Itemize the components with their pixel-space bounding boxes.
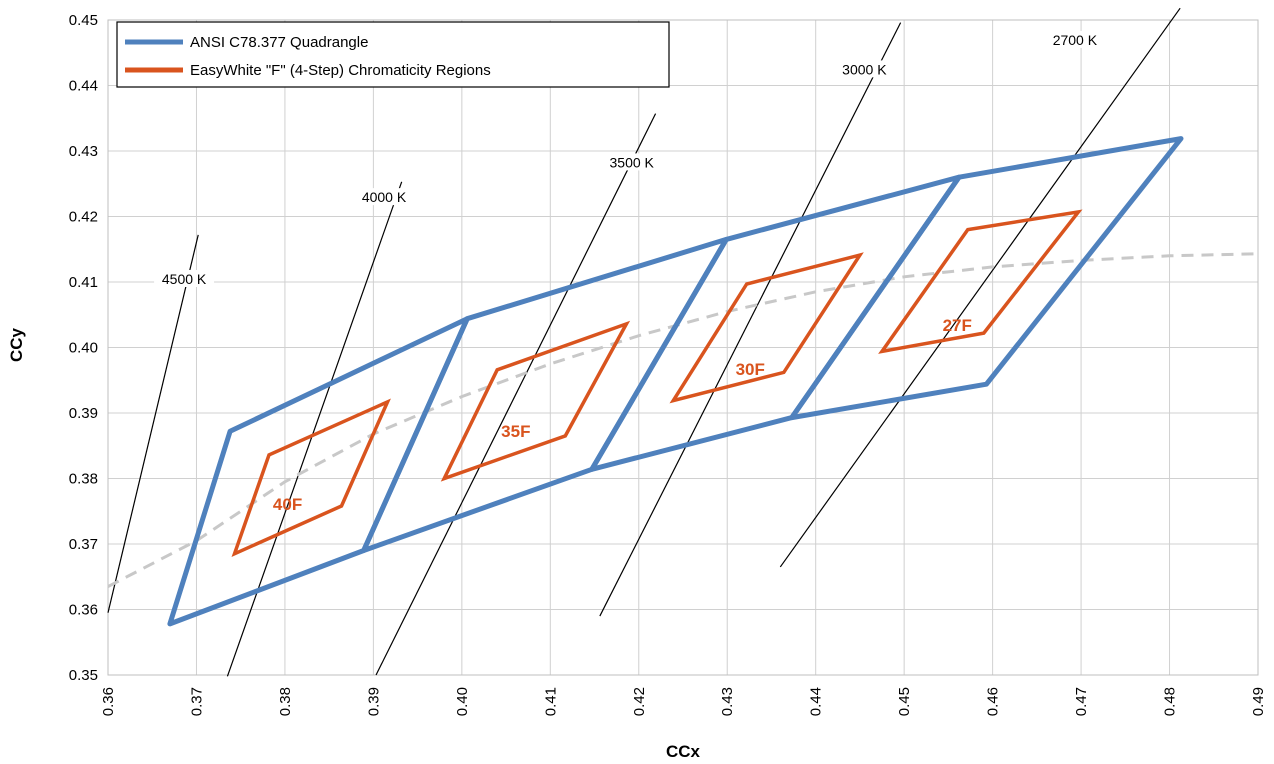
legend-label-ansi: ANSI C78.377 Quadrangle — [190, 34, 368, 51]
x-tick-label: 0.46 — [985, 687, 1002, 716]
isotherm-label: 4000 K — [362, 189, 407, 205]
x-tick-label: 0.49 — [1250, 687, 1267, 716]
x-tick-label: 0.43 — [719, 687, 736, 716]
x-tick-label: 0.45 — [896, 687, 913, 716]
y-tick-label: 0.45 — [69, 12, 98, 29]
isotherm-label: 2700 K — [1053, 32, 1098, 48]
x-axis-title: CCx — [666, 742, 701, 761]
isotherm-label-bg — [834, 60, 895, 78]
legend: ANSI C78.377 Quadrangle EasyWhite "F" (4… — [116, 21, 670, 88]
isotherm-label: 3000 K — [842, 61, 887, 77]
planckian-locus — [107, 252, 1259, 588]
easywhite-regions: 40F 35F 30F 27F — [231, 209, 1083, 558]
isotherm-line — [107, 234, 199, 613]
easywhite-region — [669, 252, 864, 404]
isotherm-label-bg — [154, 270, 215, 287]
grid — [107, 19, 1259, 676]
region-label: 40F — [273, 495, 302, 514]
x-tick-label: 0.38 — [277, 687, 294, 716]
ansi-quadrangles — [167, 136, 1184, 627]
y-tick-label: 0.39 — [69, 405, 98, 422]
x-tick-label: 0.36 — [100, 687, 117, 716]
x-tick-label: 0.47 — [1073, 687, 1090, 716]
easywhite-region — [231, 398, 391, 558]
y-tick-labels: 0.35 0.36 0.37 0.38 0.39 0.40 0.41 0.42 0.43 0.44… — [69, 12, 98, 684]
isotherm-label-bg — [354, 188, 414, 206]
region-label: 30F — [736, 360, 765, 379]
x-tick-label: 0.39 — [365, 687, 382, 716]
isotherm-lines: 4500 K 4000 K 3500 K 3000 K 2700 K — [107, 7, 1181, 677]
isotherm-line — [779, 7, 1181, 568]
planckian-curve — [107, 252, 1259, 588]
y-tick-label: 0.38 — [69, 471, 98, 488]
y-axis-title: CCy — [7, 327, 26, 362]
isotherm-label-bg — [1044, 30, 1105, 48]
x-tick-label: 0.40 — [454, 687, 471, 716]
y-tick-label: 0.41 — [69, 274, 98, 291]
region-label: 27F — [943, 316, 972, 335]
isotherm-line — [226, 181, 403, 677]
easywhite-region — [878, 209, 1083, 354]
y-tick-label: 0.42 — [69, 209, 98, 226]
legend-label-easywhite: EasyWhite "F" (4-Step) Chromaticity Regi… — [190, 62, 491, 79]
plot-area-border — [107, 19, 1259, 676]
isotherm-label-bg — [601, 153, 662, 171]
ansi-quadrangle — [167, 316, 470, 627]
y-tick-label: 0.43 — [69, 143, 98, 160]
easywhite-region — [440, 320, 631, 482]
isotherm-label: 4500 K — [162, 271, 207, 287]
x-tick-label: 0.37 — [188, 687, 205, 716]
ansi-quadrangle — [361, 236, 729, 553]
x-tick-label: 0.44 — [808, 687, 825, 716]
ansi-quadrangle — [789, 136, 1184, 421]
x-tick-labels: 0.36 0.37 0.38 0.39 0.40 0.41 0.42 0.43 0.44 0.45… — [100, 687, 1267, 716]
y-tick-label: 0.35 — [69, 667, 98, 684]
region-label: 35F — [501, 422, 530, 441]
isotherm-line — [599, 22, 902, 617]
y-tick-label: 0.37 — [69, 536, 98, 553]
y-tick-label: 0.44 — [69, 78, 98, 95]
legend-box — [116, 21, 670, 88]
y-tick-label: 0.40 — [69, 340, 98, 357]
x-tick-label: 0.42 — [631, 687, 648, 716]
x-tick-label: 0.41 — [542, 687, 559, 716]
y-tick-label: 0.36 — [69, 602, 98, 619]
isotherm-label: 3500 K — [610, 154, 655, 170]
x-tick-label: 0.48 — [1162, 687, 1179, 716]
isotherm-line — [375, 113, 657, 676]
